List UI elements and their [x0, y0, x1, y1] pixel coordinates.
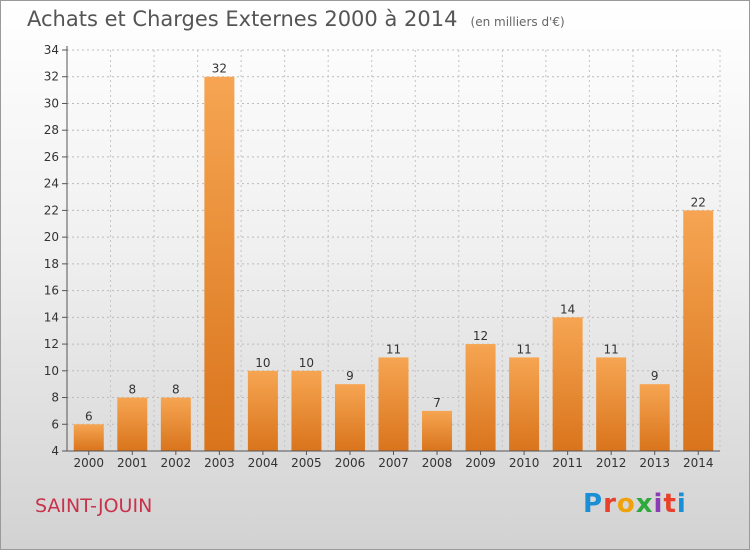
x-tick-label: 2000	[73, 456, 104, 470]
data-label: 10	[299, 356, 314, 370]
y-tick-label: 14	[44, 310, 59, 324]
data-label: 11	[386, 342, 401, 356]
bar-2009	[465, 344, 496, 451]
y-tick-label: 18	[44, 257, 59, 271]
data-label: 14	[560, 302, 575, 316]
bar-2011	[552, 317, 583, 451]
bar-2004	[247, 370, 278, 451]
logo-letter: r	[603, 489, 617, 519]
y-tick-label: 20	[44, 230, 59, 244]
data-label: 12	[473, 329, 488, 343]
y-tick-label: 34	[44, 43, 59, 57]
data-label: 11	[604, 342, 619, 356]
x-tick-label: 2014	[683, 456, 714, 470]
chart-title: Achats et Charges Externes 2000 à 2014	[27, 7, 458, 31]
x-tick-label: 2004	[248, 456, 279, 470]
logo-letter: x	[635, 489, 654, 519]
data-label: 9	[651, 369, 659, 383]
x-tick-label: 2007	[378, 456, 409, 470]
logo-letter: t	[663, 489, 677, 519]
x-tick-label: 2011	[552, 456, 583, 470]
title-row: Achats et Charges Externes 2000 à 2014 (…	[27, 7, 565, 31]
bars-layer	[73, 76, 714, 451]
y-tick-label: 32	[44, 70, 59, 84]
bar-2014	[683, 210, 714, 451]
bar-2007	[378, 357, 409, 451]
y-tick-label: 22	[44, 203, 59, 217]
bar-2005	[291, 370, 322, 451]
data-label: 8	[128, 383, 136, 397]
x-tick-label: 2005	[291, 456, 322, 470]
x-tick-label: 2010	[509, 456, 540, 470]
y-tick-label: 24	[44, 177, 59, 191]
x-tick-label: 2003	[204, 456, 235, 470]
x-tick-label: 2012	[596, 456, 627, 470]
y-tick-label: 16	[44, 284, 59, 298]
chart-subtitle: (en milliers d'€)	[470, 15, 565, 29]
y-tick-label: 8	[51, 391, 59, 405]
bar-2002	[160, 397, 191, 451]
data-label: 9	[346, 369, 354, 383]
data-label: 8	[172, 383, 180, 397]
bar-2012	[596, 357, 627, 451]
y-tick-label: 26	[44, 150, 59, 164]
x-tick-label: 2002	[161, 456, 192, 470]
axis-layer: 4 6 8 10 12 14 16 18 20 22 24 26 28 30 32 34 2000 2001 200…	[44, 43, 720, 470]
x-tick-label: 2006	[335, 456, 366, 470]
y-tick-label: 4	[51, 444, 59, 458]
data-label: 22	[691, 195, 706, 209]
data-label: 7	[433, 396, 441, 410]
data-label: 10	[255, 356, 270, 370]
logo-letter: P	[583, 489, 604, 519]
commune-name: SAINT-JOUIN	[35, 495, 153, 517]
data-label: 6	[85, 409, 93, 423]
proxiti-logo[interactable]: Proxiti	[583, 489, 687, 519]
x-tick-label: 2001	[117, 456, 148, 470]
y-tick-label: 6	[51, 417, 59, 431]
bar-2003	[204, 76, 235, 451]
y-tick-label: 12	[44, 337, 59, 351]
x-tick-label: 2009	[465, 456, 496, 470]
x-tick-label: 2008	[422, 456, 453, 470]
bar-2006	[334, 384, 365, 451]
labels-layer: 6 8 8 32 10 10 9 11 7 12 11 14 11 9 22	[85, 62, 706, 424]
logo-letter: o	[616, 489, 636, 519]
data-label: 32	[212, 62, 227, 76]
y-tick-label: 28	[44, 123, 59, 137]
bar-2010	[509, 357, 540, 451]
data-label: 11	[516, 342, 531, 356]
logo-letter: i	[653, 489, 664, 519]
bar-2013	[639, 384, 670, 451]
bar-2000	[73, 424, 104, 451]
y-tick-label: 30	[44, 96, 59, 110]
bar-2008	[422, 410, 453, 451]
bar-2001	[117, 397, 148, 451]
logo-letter: i	[676, 489, 687, 519]
x-tick-label: 2013	[639, 456, 670, 470]
y-tick-label: 10	[44, 364, 59, 378]
